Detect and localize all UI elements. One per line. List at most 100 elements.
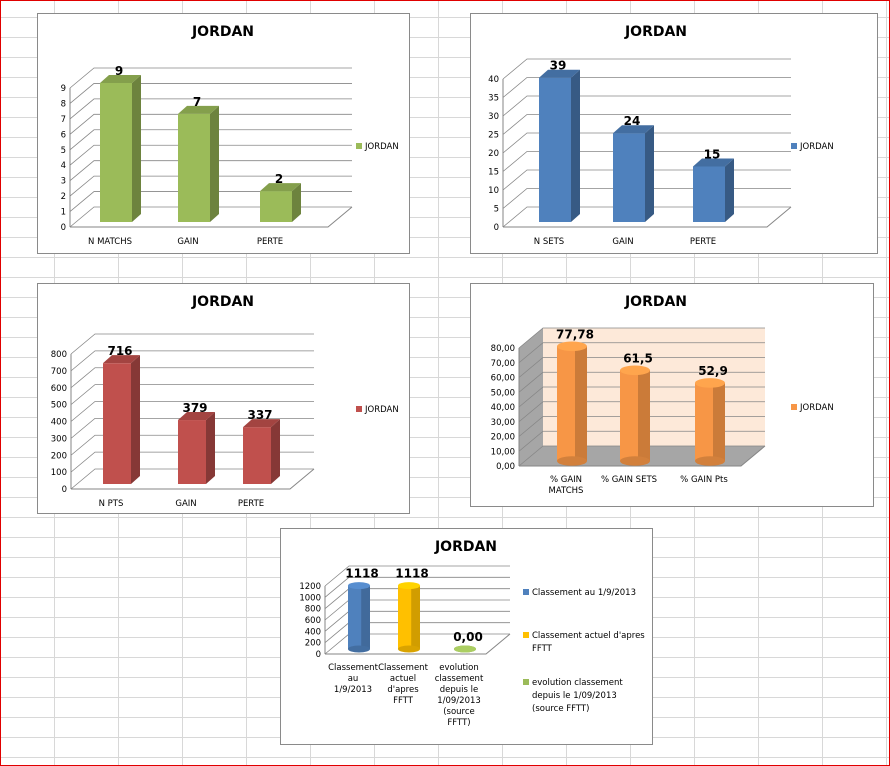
bar [539, 77, 571, 222]
x-tick-label: classement [435, 674, 484, 684]
gridline [502, 132, 791, 154]
y-tick-label: 0 [316, 650, 321, 660]
bar-side [292, 183, 301, 222]
y-tick-label: 0,00 [496, 462, 515, 472]
y-tick-label: 10 [488, 186, 499, 196]
bar-shade [361, 585, 370, 649]
y-tick-label: 20,00 [491, 433, 515, 443]
x-tick-label: % GAIN SETS [601, 475, 657, 485]
x-tick-label: MATCHS [549, 486, 584, 496]
y-tick-label: 0 [62, 485, 67, 495]
y-tick-label: 35 [488, 94, 499, 104]
gridline [69, 160, 352, 181]
bar-side [725, 158, 734, 222]
data-label: 337 [247, 408, 272, 422]
chart-classement[interactable]: JORDAN 0 200 400 600 800 1000 1200 1118 Classemen… [280, 528, 653, 745]
data-label: 39 [550, 59, 567, 73]
legend-label: evolution classement [532, 678, 623, 688]
bar-top [178, 105, 219, 114]
bar-side [271, 419, 280, 484]
gridline [502, 77, 791, 98]
y-tick-label: 1200 [299, 582, 321, 592]
x-tick-label: FFTT [393, 696, 414, 706]
y-tick-label: 5 [61, 146, 66, 156]
x-tick-label: actuel [390, 674, 416, 684]
gridline [69, 67, 352, 89]
y-tick-label: 800 [51, 350, 67, 360]
bar-shade [575, 346, 587, 461]
gridline [70, 451, 314, 473]
legend-label: FFTT [532, 644, 553, 654]
y-tick-label: 50,00 [491, 388, 515, 398]
bar-base [695, 456, 725, 466]
y-tick-label: 1 [61, 208, 66, 218]
gridline [70, 401, 314, 422]
y-tick-label: 20 [488, 149, 499, 159]
y-tick-label: 30 [488, 112, 499, 122]
bar-top [100, 75, 141, 83]
y-tick-label: 200 [51, 451, 67, 461]
y-tick-label: 0 [494, 223, 499, 233]
y-tick-label: 300 [51, 434, 67, 444]
data-label: 1118 [345, 567, 378, 581]
legend-label: Classement actuel d'apres [532, 631, 645, 641]
y-tick-label: 9 [61, 84, 66, 94]
bar-top [243, 419, 280, 428]
data-label: 9 [115, 64, 123, 78]
x-tick-label: N MATCHS [88, 237, 132, 247]
chart-n-sets[interactable]: JORDAN 0 5 10 15 20 25 30 35 40 39 N SETS 24 GAIN 15 PE… [470, 13, 878, 254]
x-tick-label: depuis le [440, 685, 479, 695]
bar-top [178, 412, 215, 421]
bar [178, 420, 206, 484]
y-tick-label: 5 [494, 205, 499, 215]
bar-top [613, 125, 654, 134]
y-tick-label: 30,00 [491, 418, 515, 428]
y-tick-label: 600 [305, 616, 321, 626]
y-tick-label: 6 [61, 130, 66, 140]
y-tick-label: 600 [51, 384, 67, 394]
bar [178, 113, 210, 222]
bar-top [693, 158, 734, 167]
bar-top [557, 341, 587, 352]
legend-swatch [356, 143, 362, 149]
bar [103, 363, 131, 484]
bar-top [620, 365, 650, 376]
data-label: 77,78 [556, 327, 594, 341]
legend-label: JORDAN [364, 142, 399, 152]
legend-label: (source FFTT) [532, 704, 589, 714]
chart-title: JORDAN [434, 539, 497, 555]
y-tick-label: 4 [61, 161, 66, 171]
data-label: 1118 [395, 567, 428, 581]
data-label: 61,5 [623, 351, 653, 365]
legend-label: JORDAN [799, 142, 834, 152]
y-tick-label: 400 [51, 418, 67, 428]
bar-side [210, 105, 219, 222]
y-tick-label: 40,00 [491, 403, 515, 413]
gridline [70, 333, 314, 355]
bar-side [206, 412, 215, 484]
y-tick-label: 8 [61, 99, 66, 109]
x-tick-label: evolution [439, 663, 479, 673]
gridline [69, 83, 352, 104]
x-tick-label: % GAIN [550, 475, 582, 485]
bar [100, 83, 132, 222]
bar-top [348, 582, 370, 590]
x-axis [519, 445, 766, 467]
bar-side [132, 75, 141, 222]
data-label: 24 [624, 114, 641, 128]
chart-n-pts[interactable]: JORDAN 0 100 200 300 400 500 600 700 800 716 N PTS 3… [37, 283, 410, 514]
gridline [70, 350, 314, 372]
chart-pct-gain[interactable]: JORDAN 0,00 10,00 20,00 30,00 40,00 50,00 60,00… [470, 283, 874, 507]
bar-top [539, 69, 580, 78]
x-tick-label: % GAIN Pts [680, 475, 728, 485]
chart-n-matchs[interactable]: JORDAN 0 1 2 3 4 5 6 7 8 9 9 N MATCHS 7 GAIN 2 PERTE JORD… [37, 13, 410, 254]
x-axis [503, 206, 792, 228]
x-tick-label: FFTT) [447, 718, 470, 728]
gridline [69, 144, 352, 166]
data-label: 716 [107, 344, 132, 358]
gridline [69, 113, 352, 135]
x-tick-label: 1/09/2013 [437, 696, 481, 706]
legend-swatch [356, 406, 362, 412]
y-tick-label: 10,00 [491, 447, 515, 457]
x-axis [325, 633, 511, 655]
